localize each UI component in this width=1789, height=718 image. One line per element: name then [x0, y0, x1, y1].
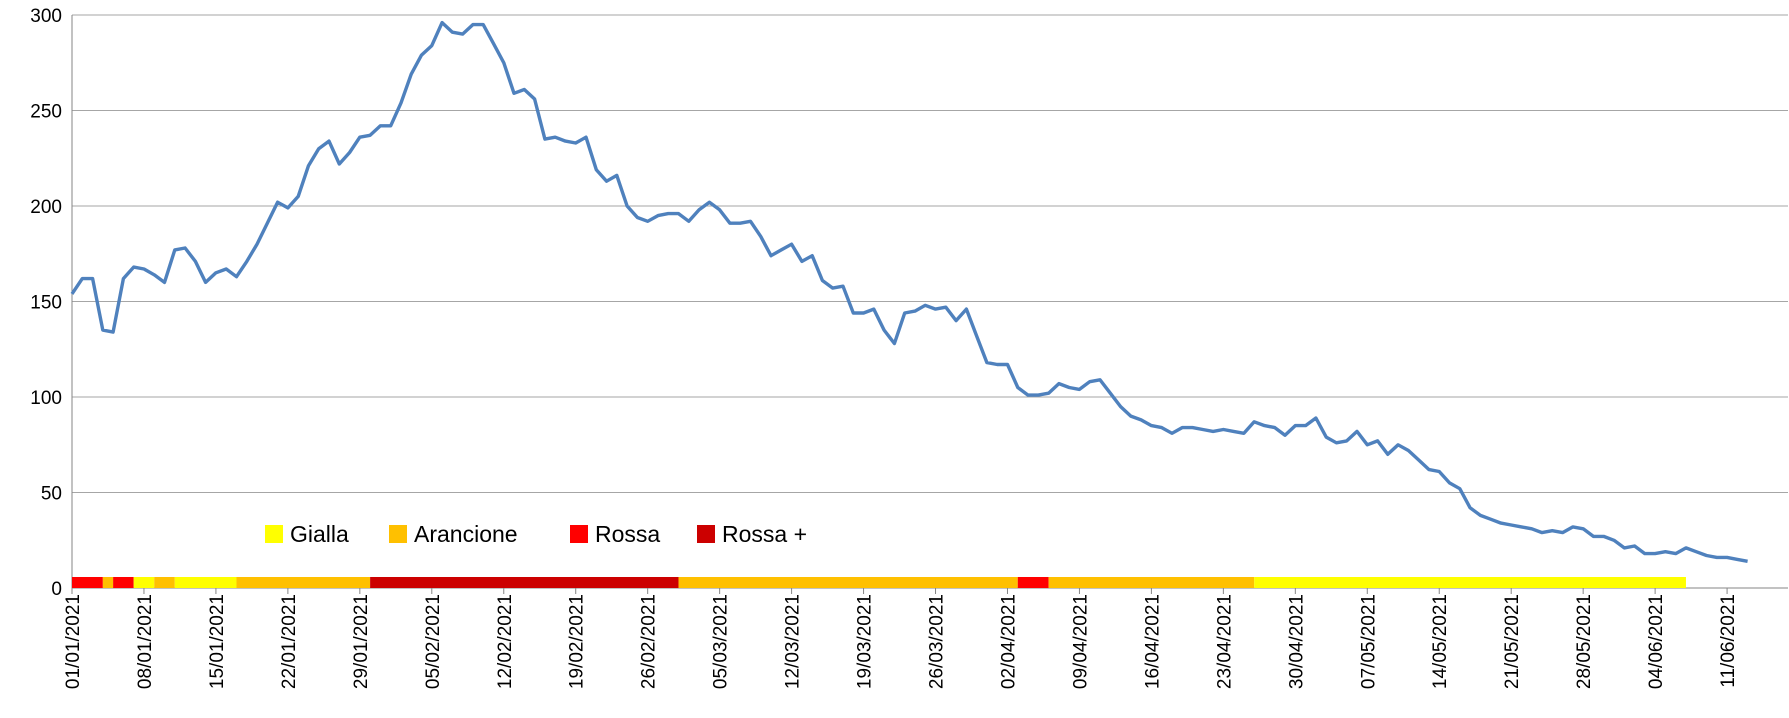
- legend-swatch: [697, 525, 715, 543]
- x-tick-label: 02/04/2021: [998, 594, 1019, 689]
- y-tick-label: 100: [30, 388, 62, 409]
- x-tick-label: 22/01/2021: [279, 594, 300, 689]
- zone-band: [370, 577, 679, 588]
- x-tick-label: 14/05/2021: [1430, 594, 1451, 689]
- x-tick-label: 05/02/2021: [423, 594, 444, 689]
- legend-swatch: [570, 525, 588, 543]
- legend-text: Rossa +: [722, 521, 807, 547]
- zone-band: [1048, 577, 1255, 588]
- zone-band: [102, 577, 114, 588]
- data-line: [70, 20, 1748, 563]
- x-tick-label: 19/03/2021: [855, 594, 876, 689]
- x-tick-label: 12/03/2021: [783, 594, 804, 689]
- x-tick-label: 16/04/2021: [1142, 594, 1163, 689]
- zone-band: [236, 577, 371, 588]
- zone-band: [133, 577, 155, 588]
- legend-text: Arancione: [414, 521, 518, 547]
- y-tick-label: 200: [30, 197, 62, 218]
- zone-band: [154, 577, 175, 588]
- zone-band: [113, 577, 134, 588]
- x-tick-label: 07/05/2021: [1358, 594, 1379, 689]
- y-tick-label: 300: [30, 6, 62, 27]
- y-tick-label: 250: [30, 102, 62, 123]
- x-tick-label: 23/04/2021: [1214, 594, 1235, 689]
- x-tick-label: 21/05/2021: [1502, 594, 1523, 689]
- x-tick-label: 26/03/2021: [927, 594, 948, 689]
- legend-text: Rossa: [595, 521, 660, 547]
- x-tick-label: 29/01/2021: [351, 594, 372, 689]
- x-tick-label: 15/01/2021: [207, 594, 228, 689]
- x-tick-label: 08/01/2021: [135, 594, 156, 689]
- x-tick-label: 09/04/2021: [1070, 594, 1091, 689]
- x-tick-label: 01/01/2021: [63, 594, 84, 689]
- zone-band: [1254, 577, 1686, 588]
- x-tick-label: 11/06/2021: [1718, 594, 1739, 688]
- x-tick-label: 04/06/2021: [1646, 594, 1667, 689]
- legend-text: Gialla: [290, 521, 349, 547]
- x-tick-label: 05/03/2021: [711, 594, 732, 689]
- x-tick-label: 30/04/2021: [1286, 594, 1307, 689]
- y-tick-label: 50: [41, 484, 62, 505]
- x-tick-label: 26/02/2021: [639, 594, 660, 689]
- zone-band: [678, 577, 1018, 588]
- zone-band: [1017, 577, 1049, 588]
- x-tick-label: 28/05/2021: [1574, 594, 1595, 689]
- y-tick-label: 0: [51, 579, 62, 600]
- x-tick-label: 19/02/2021: [567, 594, 588, 689]
- zone-band: [174, 577, 237, 588]
- zone-band: [72, 577, 103, 588]
- legend-swatch: [389, 525, 407, 543]
- y-tick-label: 150: [30, 293, 62, 314]
- legend-swatch: [265, 525, 283, 543]
- x-tick-label: 12/02/2021: [495, 594, 516, 689]
